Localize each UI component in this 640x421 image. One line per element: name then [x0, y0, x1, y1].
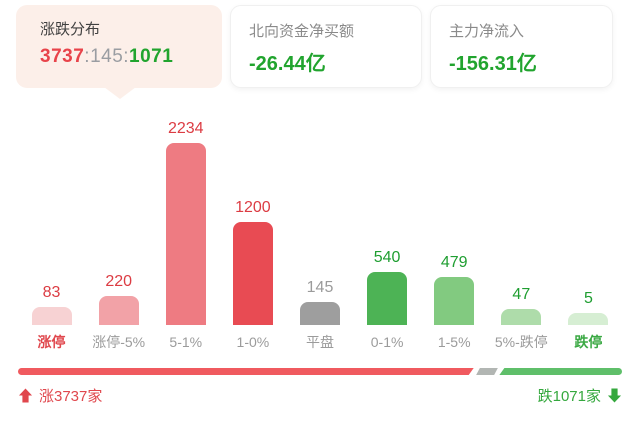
bar-value: 479 — [440, 254, 468, 271]
distribution-bar-chart: 83 涨停 220 涨停-5% 2234 5-1% 1200 1-0% 145 … — [18, 118, 622, 351]
northbound-card[interactable]: 北向资金净买额 -26.44亿 — [230, 5, 422, 88]
down-arrow-icon — [607, 388, 622, 403]
bar-value: 47 — [512, 286, 531, 303]
bar[interactable] — [434, 277, 475, 325]
bar-column[interactable]: 1200 1-0% — [219, 198, 286, 351]
northbound-card-title: 北向资金净买额 — [249, 23, 355, 40]
progress-up-segment — [18, 368, 474, 375]
bar-category-label: 平盘 — [305, 334, 334, 350]
bar-category-label: 涨停-5% — [92, 334, 146, 350]
bar-value: 145 — [306, 279, 334, 296]
distribution-card-title: 涨跌分布 — [40, 21, 101, 38]
bar[interactable] — [501, 309, 542, 325]
market-overview-panel: 涨跌分布 3737:145:1071 北向资金净买额 -26.44亿 主力净流入… — [0, 0, 640, 406]
bar-value: 2234 — [167, 120, 204, 137]
bar-column[interactable]: 220 涨停-5% — [85, 272, 152, 351]
progress-flat-segment — [475, 368, 498, 375]
bar-column[interactable]: 2234 5-1% — [152, 119, 219, 351]
main-force-card-value: -156.31亿 — [449, 53, 537, 75]
bar-value: 1200 — [235, 199, 271, 216]
advancers-summary: 涨3737家 — [18, 385, 102, 406]
bar-value: 5 — [583, 290, 593, 307]
bar[interactable] — [165, 143, 206, 325]
bar[interactable] — [299, 302, 340, 325]
bar[interactable] — [367, 272, 408, 325]
main-force-card-title: 主力净流入 — [449, 23, 525, 40]
bar-column[interactable]: 479 1-5% — [421, 253, 488, 351]
footer-summary-row: 涨3737家 跌1071家 — [18, 385, 622, 406]
count-separator: : — [123, 46, 130, 67]
advance-decline-progress — [18, 368, 622, 375]
advancers-label: 涨3737家 — [39, 388, 103, 405]
bar-column[interactable]: 145 平盘 — [286, 278, 353, 351]
card-pointer-tail — [104, 87, 136, 99]
main-force-card[interactable]: 主力净流入 -156.31亿 — [430, 5, 613, 88]
distribution-counts: 3737:145:1071 — [40, 46, 222, 68]
bar-column[interactable]: 5 跌停 — [555, 289, 622, 351]
count-separator: : — [84, 46, 91, 67]
northbound-card-value: -26.44亿 — [249, 53, 326, 75]
bar-category-label: 5%-跌停 — [494, 334, 548, 350]
bar-category-label: 1-5% — [437, 334, 471, 350]
bar-column[interactable]: 540 0-1% — [354, 248, 421, 351]
advance-count: 3737 — [40, 46, 85, 67]
bar-column[interactable]: 83 涨停 — [18, 283, 85, 351]
bar-category-label: 1-0% — [236, 334, 270, 350]
bar-category-label: 0-1% — [370, 334, 404, 350]
decliners-summary: 跌1071家 — [538, 385, 622, 406]
bar[interactable] — [98, 296, 139, 325]
distribution-card[interactable]: 涨跌分布 3737:145:1071 — [16, 5, 222, 99]
progress-down-segment — [499, 368, 622, 375]
bar-category-label: 涨停 — [37, 334, 66, 350]
header-cards-row: 涨跌分布 3737:145:1071 北向资金净买额 -26.44亿 主力净流入… — [0, 0, 640, 99]
bar-category-label: 5-1% — [169, 334, 203, 350]
bar[interactable] — [568, 313, 609, 325]
up-arrow-icon — [18, 388, 33, 403]
decliners-label: 跌1071家 — [537, 388, 601, 405]
flat-count: 145 — [90, 46, 124, 67]
bar[interactable] — [31, 307, 72, 325]
bar-value: 220 — [105, 273, 133, 290]
bar-column[interactable]: 47 5%-跌停 — [488, 285, 555, 351]
decline-count: 1071 — [129, 46, 174, 67]
bar-value: 83 — [42, 284, 61, 301]
bar-value: 540 — [373, 249, 401, 266]
bar[interactable] — [232, 222, 273, 325]
bar-category-label: 跌停 — [574, 334, 603, 350]
